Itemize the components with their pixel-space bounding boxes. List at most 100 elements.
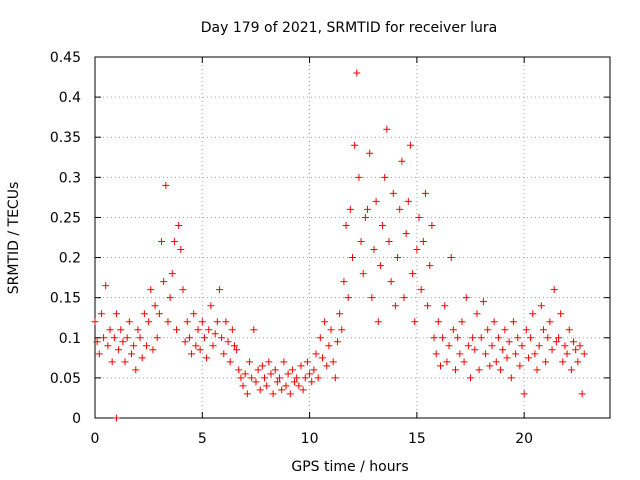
data-point — [173, 326, 181, 334]
data-point — [535, 342, 543, 350]
data-point — [132, 366, 140, 374]
data-point — [297, 362, 305, 370]
data-point — [261, 374, 269, 382]
data-point — [110, 334, 118, 342]
data-point — [123, 334, 131, 342]
data-point — [121, 358, 129, 366]
data-point — [224, 338, 232, 346]
data-point — [222, 318, 230, 326]
data-point — [537, 302, 545, 310]
data-point — [312, 350, 320, 358]
data-point — [428, 221, 436, 229]
data-point — [140, 310, 148, 318]
data-point — [484, 326, 492, 334]
data-point — [102, 282, 110, 290]
y-tick-label: 0.15 — [50, 291, 81, 307]
data-point — [351, 141, 359, 149]
data-point — [177, 246, 185, 254]
data-point — [241, 370, 249, 378]
data-point — [192, 342, 200, 350]
data-point — [372, 197, 380, 205]
data-point — [170, 238, 178, 246]
data-point — [567, 366, 575, 374]
data-point — [430, 334, 438, 342]
data-point — [295, 382, 303, 390]
data-point — [153, 334, 161, 342]
data-point — [198, 318, 206, 326]
data-point — [424, 302, 432, 310]
data-point — [280, 358, 288, 366]
data-point — [527, 334, 535, 342]
data-point — [220, 350, 228, 358]
y-tick-label: 0.2 — [59, 251, 81, 267]
data-point — [134, 326, 142, 334]
data-point — [194, 326, 202, 334]
data-point — [488, 342, 496, 350]
data-point — [359, 270, 367, 278]
data-point — [207, 302, 215, 310]
data-point — [475, 366, 483, 374]
data-point — [179, 286, 187, 294]
data-point — [303, 358, 311, 366]
data-point — [507, 374, 515, 382]
data-point — [243, 390, 251, 398]
data-point — [357, 238, 365, 246]
y-tick-label: 0.3 — [59, 170, 81, 186]
data-point — [237, 374, 245, 382]
data-point — [267, 370, 275, 378]
data-point — [276, 374, 284, 382]
data-point — [501, 326, 509, 334]
data-point — [97, 310, 105, 318]
data-point — [235, 366, 243, 374]
data-point — [284, 370, 292, 378]
data-point — [293, 374, 301, 382]
data-point — [460, 358, 468, 366]
data-point — [355, 173, 363, 181]
x-axis-label: GPS time / hours — [291, 459, 408, 475]
data-point — [406, 141, 414, 149]
data-point — [151, 302, 159, 310]
data-point — [477, 334, 485, 342]
data-point — [402, 229, 410, 237]
data-point — [246, 358, 253, 366]
data-point — [524, 354, 532, 362]
data-point — [100, 334, 108, 342]
data-point — [299, 386, 307, 394]
data-point — [464, 342, 472, 350]
data-point — [364, 205, 372, 213]
data-point — [467, 374, 475, 382]
data-point — [185, 334, 193, 342]
data-point — [494, 334, 502, 342]
data-point — [432, 350, 440, 358]
data-point — [445, 342, 453, 350]
data-point — [499, 346, 507, 354]
data-point — [117, 326, 125, 334]
data-point — [329, 358, 337, 366]
data-point — [316, 334, 324, 342]
data-point — [349, 254, 356, 262]
data-point — [539, 326, 547, 334]
x-tick-label: 20 — [515, 431, 533, 447]
data-point — [127, 350, 135, 358]
y-tick-label: 0.4 — [59, 90, 81, 106]
data-point — [286, 390, 294, 398]
data-point — [338, 326, 346, 334]
data-point — [505, 338, 513, 346]
data-point — [396, 205, 404, 213]
data-point — [400, 294, 408, 302]
data-point — [162, 181, 170, 189]
data-point — [93, 338, 101, 346]
data-point — [473, 310, 481, 318]
data-point — [509, 318, 517, 326]
y-tick-label: 0.1 — [59, 331, 81, 347]
data-point — [271, 366, 279, 374]
data-point — [394, 254, 402, 262]
data-point — [301, 374, 309, 382]
data-point — [269, 390, 277, 398]
data-point — [580, 350, 588, 358]
data-point — [158, 238, 166, 246]
data-point — [95, 350, 103, 358]
data-point — [147, 286, 155, 294]
axis-tick-labels: 0 0.05 0.1 0.15 0.2 0.25 0.3 0.35 0.4 0.45 0 5 10 15 2… — [50, 50, 533, 447]
data-point — [136, 334, 144, 342]
